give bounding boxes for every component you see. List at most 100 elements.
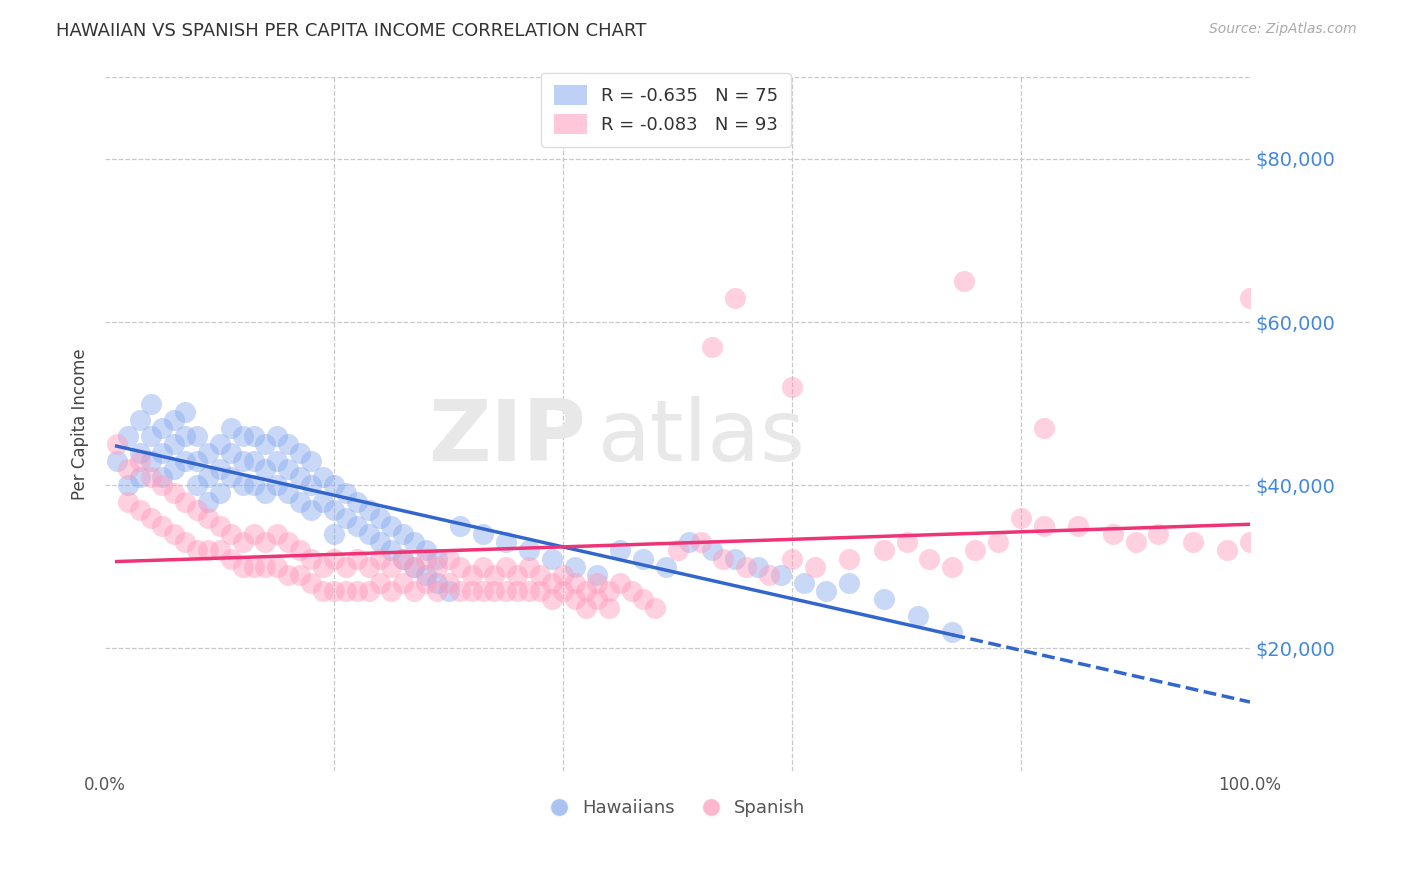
Point [139,454,162,468]
Point [163,413,186,427]
Point [575,584,598,599]
Point [838,551,860,566]
Point [219,551,242,566]
Point [564,576,586,591]
Point [426,559,449,574]
Point [128,454,150,468]
Point [232,454,254,468]
Point [415,576,437,591]
Point [346,519,368,533]
Point [873,543,896,558]
Point [186,543,208,558]
Point [346,551,368,566]
Point [174,535,197,549]
Legend: Hawaiians, Spanish: Hawaiians, Spanish [543,791,813,824]
Point [197,470,219,484]
Point [392,551,415,566]
Point [769,568,792,582]
Point [243,429,266,443]
Point [266,559,288,574]
Point [700,543,723,558]
Point [335,486,357,500]
Point [426,576,449,591]
Point [323,551,346,566]
Point [735,559,758,574]
Point [117,494,139,508]
Point [219,527,242,541]
Point [357,559,380,574]
Point [564,592,586,607]
Point [208,462,231,476]
Point [449,584,471,599]
Point [128,413,150,427]
Point [368,576,391,591]
Point [1239,291,1261,305]
Point [553,568,575,582]
Point [277,535,299,549]
Point [174,405,197,419]
Point [357,502,380,516]
Point [243,527,266,541]
Point [266,527,288,541]
Point [174,494,197,508]
Point [517,543,540,558]
Point [117,462,139,476]
Point [323,584,346,599]
Point [449,519,471,533]
Point [219,421,242,435]
Point [152,470,174,484]
Point [368,551,391,566]
Point [437,584,460,599]
Point [529,568,551,582]
Point [472,584,495,599]
Point [312,559,335,574]
Point [506,568,529,582]
Point [404,559,426,574]
Point [208,519,231,533]
Point [838,576,860,591]
Point [163,527,186,541]
Point [152,478,174,492]
Point [415,551,437,566]
Point [896,535,918,549]
Point [219,470,242,484]
Point [163,462,186,476]
Point [243,559,266,574]
Point [575,600,598,615]
Point [232,559,254,574]
Point [288,568,311,582]
Point [1033,421,1056,435]
Point [139,511,162,525]
Point [266,454,288,468]
Point [312,470,335,484]
Text: Source: ZipAtlas.com: Source: ZipAtlas.com [1209,22,1357,37]
Point [700,340,723,354]
Point [380,584,402,599]
Point [174,454,197,468]
Point [437,576,460,591]
Point [1067,519,1090,533]
Point [780,551,803,566]
Point [724,551,747,566]
Point [243,454,266,468]
Point [299,576,322,591]
Point [404,584,426,599]
Point [540,576,562,591]
Point [208,437,231,451]
Point [713,551,735,566]
Point [495,535,517,549]
Point [288,470,311,484]
Point [277,486,299,500]
Point [655,559,678,574]
Point [941,559,963,574]
Point [288,543,311,558]
Point [953,274,976,288]
Point [105,454,128,468]
Point [335,511,357,525]
Point [152,445,174,459]
Point [1101,527,1123,541]
Point [197,511,219,525]
Point [380,519,402,533]
Point [312,494,335,508]
Point [105,437,128,451]
